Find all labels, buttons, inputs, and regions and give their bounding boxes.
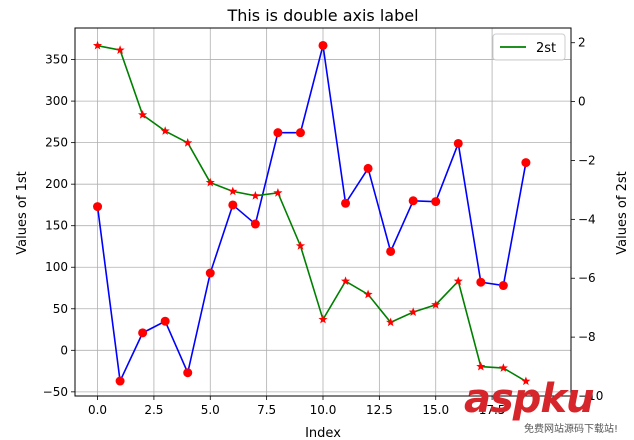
data-point-star bbox=[295, 241, 306, 250]
y-left-tick-label: 50 bbox=[53, 302, 68, 316]
x-tick-label: 5.0 bbox=[201, 403, 220, 417]
y-right-tick-label: 2 bbox=[578, 36, 586, 50]
grid-lines bbox=[75, 28, 571, 396]
x-tick-label: 2.5 bbox=[144, 403, 163, 417]
data-point-star bbox=[453, 276, 463, 286]
watermark-tagline: 免费网站源码下载站! bbox=[524, 424, 619, 435]
data-point-circle bbox=[250, 219, 260, 229]
series-line-0 bbox=[96, 45, 527, 384]
series-markers bbox=[92, 40, 531, 386]
x-tick-label: 0.0 bbox=[88, 403, 107, 417]
y-right-tick-label: 0 bbox=[578, 95, 586, 109]
y-left-tick-label: 150 bbox=[45, 219, 68, 233]
data-point-star bbox=[476, 361, 486, 371]
y-left-tick-label: 300 bbox=[45, 94, 68, 108]
data-point-star bbox=[250, 191, 260, 200]
x-axis: 0.0 2.5 5.0 7.5 10.0 12.5 15.0 17.5 bbox=[88, 396, 505, 417]
data-point-circle bbox=[183, 368, 193, 378]
data-point-circle bbox=[363, 163, 373, 173]
data-point-star bbox=[228, 186, 238, 196]
watermark-logo: aspku bbox=[464, 376, 595, 422]
data-point-circle bbox=[228, 200, 238, 210]
y-axis-right: −10 −8 −6 −4 −2 0 2 bbox=[571, 36, 603, 403]
y-right-tick-label: −8 bbox=[578, 330, 596, 344]
data-point-star bbox=[205, 177, 215, 187]
data-point-star bbox=[92, 40, 103, 50]
data-point-star bbox=[431, 299, 441, 309]
watermark: aspku 免费网站源码下载站! bbox=[462, 376, 634, 440]
x-axis-label: Index bbox=[305, 426, 341, 440]
x-tick-label: 12.5 bbox=[366, 403, 393, 417]
data-point-star bbox=[160, 126, 170, 135]
data-point-circle bbox=[205, 268, 215, 278]
data-point-circle bbox=[138, 328, 148, 338]
y-right-tick-label: −10 bbox=[578, 389, 603, 403]
data-point-star bbox=[318, 314, 328, 324]
y-left-tick-label: 350 bbox=[45, 53, 68, 67]
data-point-circle bbox=[295, 128, 305, 138]
x-tick-label: 7.5 bbox=[257, 403, 276, 417]
y-right-tick-label: −2 bbox=[578, 153, 596, 167]
data-point-circle bbox=[115, 376, 125, 386]
data-point-circle bbox=[431, 197, 441, 207]
data-point-circle bbox=[408, 196, 418, 206]
data-point-star bbox=[363, 289, 373, 299]
y-axis-left-label: Values of 1st bbox=[15, 171, 30, 254]
y-left-tick-label: 0 bbox=[60, 343, 68, 357]
legend-box bbox=[492, 33, 566, 61]
y-left-tick-label: 250 bbox=[45, 136, 68, 150]
data-point-circle bbox=[521, 158, 531, 168]
legend-label-2st: 2st bbox=[536, 41, 556, 56]
data-point-circle bbox=[318, 40, 328, 50]
data-point-circle bbox=[341, 198, 351, 208]
data-point-circle bbox=[386, 246, 396, 256]
data-point-star bbox=[340, 276, 351, 286]
chart-title: This is double axis label bbox=[226, 6, 418, 25]
data-point-star bbox=[115, 45, 125, 54]
data-point-star bbox=[408, 307, 418, 316]
x-tick-label: 17.5 bbox=[479, 403, 506, 417]
data-point-star bbox=[498, 363, 508, 372]
x-tick-label: 10.0 bbox=[310, 403, 337, 417]
data-point-circle bbox=[476, 277, 486, 287]
data-point-circle bbox=[498, 281, 508, 291]
data-point-circle bbox=[453, 138, 463, 148]
y-right-tick-label: −4 bbox=[578, 212, 596, 226]
y-right-tick-label: −6 bbox=[578, 271, 596, 285]
y-left-tick-label: 100 bbox=[45, 260, 68, 274]
data-point-star bbox=[183, 138, 193, 147]
data-point-star bbox=[273, 188, 283, 197]
data-point-circle bbox=[160, 316, 170, 326]
legend: 2st bbox=[492, 33, 566, 61]
series-lines bbox=[96, 44, 527, 384]
x-tick-label: 15.0 bbox=[422, 403, 449, 417]
data-point-star bbox=[521, 376, 531, 386]
data-point-star bbox=[386, 317, 396, 327]
y-left-tick-label: −50 bbox=[43, 385, 68, 399]
series-line-1 bbox=[97, 44, 527, 382]
data-point-star bbox=[138, 110, 148, 119]
y-left-tick-label: 200 bbox=[45, 177, 68, 191]
y-axis-left: −50 0 50 100 150 200 250 300 350 bbox=[43, 53, 75, 399]
data-point-circle bbox=[93, 202, 103, 212]
y-axis-right-label: Values of 2st bbox=[615, 171, 630, 254]
data-point-circle bbox=[273, 128, 283, 138]
